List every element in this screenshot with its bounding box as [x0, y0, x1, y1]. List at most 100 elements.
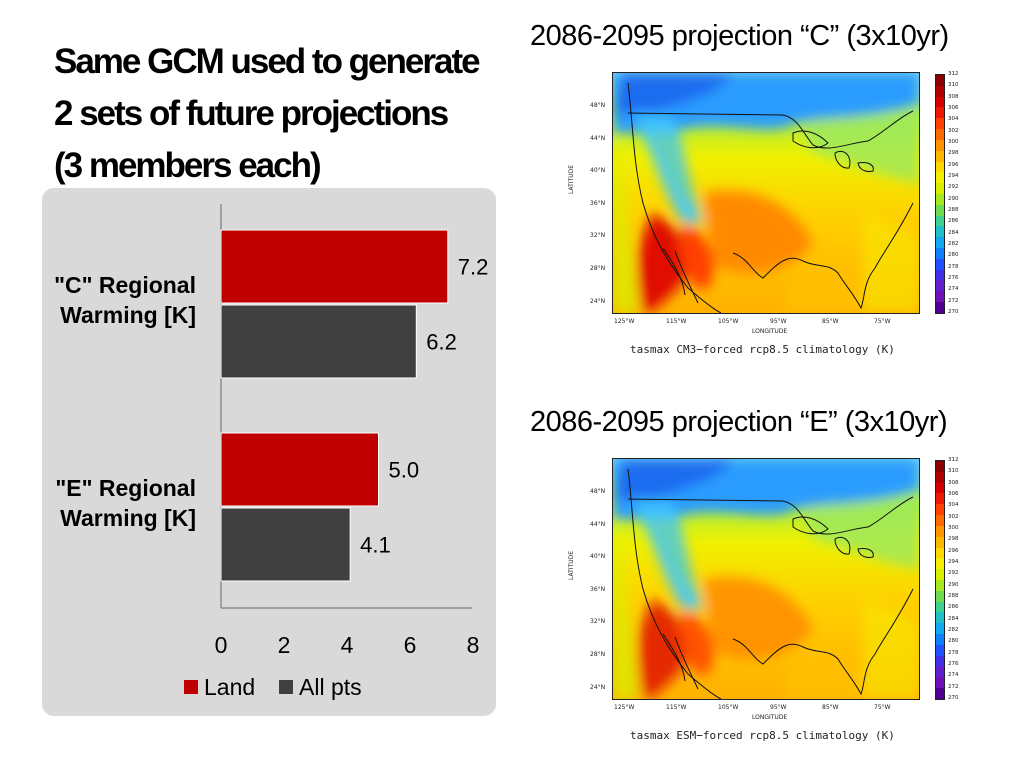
colorbar-swatch: [936, 204, 944, 216]
colorbar-label: 286: [948, 604, 959, 611]
colorbar-label: 282: [948, 240, 959, 247]
colorbar-swatch: [936, 634, 944, 645]
longitude-tick-label: 115°W: [666, 704, 687, 711]
colorbar-swatch: [936, 688, 944, 699]
colorbar-e: [935, 460, 945, 700]
baja-outline: [662, 247, 699, 304]
colorbar-label: 274: [948, 286, 959, 293]
colorbar-swatch: [936, 493, 944, 505]
colorbar-swatch: [936, 655, 944, 667]
bar-all-pts: [220, 304, 417, 379]
colorbar-swatch: [936, 515, 944, 526]
longitude-tick-label: 105°W: [718, 704, 739, 711]
colorbar-swatch: [936, 161, 944, 173]
x-tick-label: 2: [278, 632, 291, 658]
west-coastline: [627, 468, 722, 699]
colorbar-label: 304: [948, 116, 959, 123]
slide-title: Same GCM used to generate 2 sets of futu…: [54, 36, 514, 192]
baja-outline: [662, 633, 699, 690]
colorbar-swatch: [936, 269, 944, 281]
latitude-tick-label: 48°N: [590, 488, 606, 495]
colorbar-label: 310: [948, 82, 959, 89]
latitude-tick-label: 24°N: [590, 297, 606, 305]
colorbar-label: 306: [948, 490, 959, 497]
category-label: "E" Regional Warming [K]: [55, 475, 196, 531]
latitude-tick-label: 36°N: [590, 199, 606, 207]
longitude-tick-label: 125°W: [614, 704, 635, 711]
longitude-tick-label: 75°W: [874, 318, 891, 325]
us-canada-border: [627, 496, 914, 535]
bar-all-pts: [220, 507, 351, 582]
colorbar-label: 302: [948, 127, 959, 134]
colorbar-label: 276: [948, 660, 959, 667]
colorbar-label: 312: [948, 71, 959, 77]
latitude-tick-label: 32°N: [590, 232, 606, 240]
colorbar-swatch: [936, 569, 944, 580]
bar-value-label: 6.2: [426, 330, 457, 355]
colorbar-swatch: [936, 129, 944, 140]
colorbar-swatch: [936, 118, 944, 130]
category-label: "C" Regional Warming [K]: [54, 272, 196, 328]
map-title-e: 2086-2095 projection “E” (3x10yr): [530, 406, 948, 438]
gulf-and-east-coastline: [732, 588, 914, 696]
colorbar-label: 312: [948, 457, 959, 463]
colorbar-label: 278: [948, 263, 959, 270]
colorbar-label: 272: [948, 297, 959, 304]
latitude-tick-label: 40°N: [590, 553, 606, 561]
legend-swatch: [184, 680, 198, 694]
title-line-1: Same GCM used to generate: [54, 42, 481, 81]
longitude-tick-label: 75°W: [874, 704, 891, 711]
colorbar-swatch: [936, 644, 944, 656]
longitude-tick-label: 95°W: [770, 318, 787, 325]
latitude-tick-label: 40°N: [590, 167, 606, 175]
colorbar-swatch: [936, 536, 944, 548]
colorbar-label: 284: [948, 229, 959, 236]
colorbar-label: 280: [948, 638, 959, 645]
temperature-field: [613, 459, 919, 699]
colorbar-label: 304: [948, 502, 959, 509]
colorbar-swatch: [936, 666, 944, 678]
colorbar-swatch: [936, 623, 944, 634]
colorbar-label: 286: [948, 218, 959, 225]
colorbar-swatch: [936, 139, 944, 151]
bar-chart: "C" Regional Warming [K] 7.2 6.2 "E" Regiona…: [54, 204, 488, 700]
colorbar-swatch: [936, 558, 944, 570]
colorbar-swatch: [936, 547, 944, 559]
temperature-map-e: [612, 458, 920, 700]
colorbar-label: 300: [948, 524, 959, 531]
longitude-tick-label: 85°W: [822, 318, 839, 325]
latitude-tick-label: 28°N: [590, 265, 606, 272]
gulf-and-east-coastline: [732, 202, 914, 310]
legend-swatch: [279, 680, 293, 694]
us-canada-border: [627, 110, 914, 149]
latitude-tick-label: 32°N: [590, 618, 606, 626]
title-line-2: 2 sets of future projections: [54, 94, 449, 133]
colorbar-swatch: [936, 482, 944, 494]
bar-value-label: 5.0: [389, 458, 420, 483]
colorbar-label: 310: [948, 468, 959, 475]
colorbar-label: 288: [948, 592, 959, 599]
colorbar-swatch: [936, 280, 944, 292]
colorbar-label: 298: [948, 536, 959, 543]
colorbar-swatch: [936, 215, 944, 227]
latitude-tick-label: 36°N: [590, 585, 606, 593]
bar-value-label: 4.1: [360, 533, 391, 558]
colorbar-label: 270: [948, 308, 959, 315]
map-caption-e: tasmax ESM−forced rcp8.5 climatology (K): [630, 729, 895, 742]
colorbar-swatch: [936, 258, 944, 270]
west-coastline: [627, 82, 722, 313]
colorbar-label: 290: [948, 195, 959, 202]
temperature-field: [613, 73, 919, 313]
map-panel-e: 2086-2095 projection “E” (3x10yr) 312 310…: [520, 404, 1024, 754]
xlabel-c: LONGITUDE: [752, 328, 788, 335]
colorbar-label: 278: [948, 649, 959, 656]
colorbar-swatch: [936, 291, 944, 303]
colorbar-swatch: [936, 302, 944, 313]
colorbar-swatch: [936, 96, 944, 108]
colorbar-swatch: [936, 248, 944, 259]
map-panel-c: 2086-2095 projection “C” (3x10yr) 312 310…: [520, 18, 1024, 368]
legend-label: All pts: [299, 674, 362, 700]
colorbar-swatch: [936, 172, 944, 184]
colorbar-swatch: [936, 612, 944, 624]
title-line-3: (3 members each): [54, 146, 322, 185]
